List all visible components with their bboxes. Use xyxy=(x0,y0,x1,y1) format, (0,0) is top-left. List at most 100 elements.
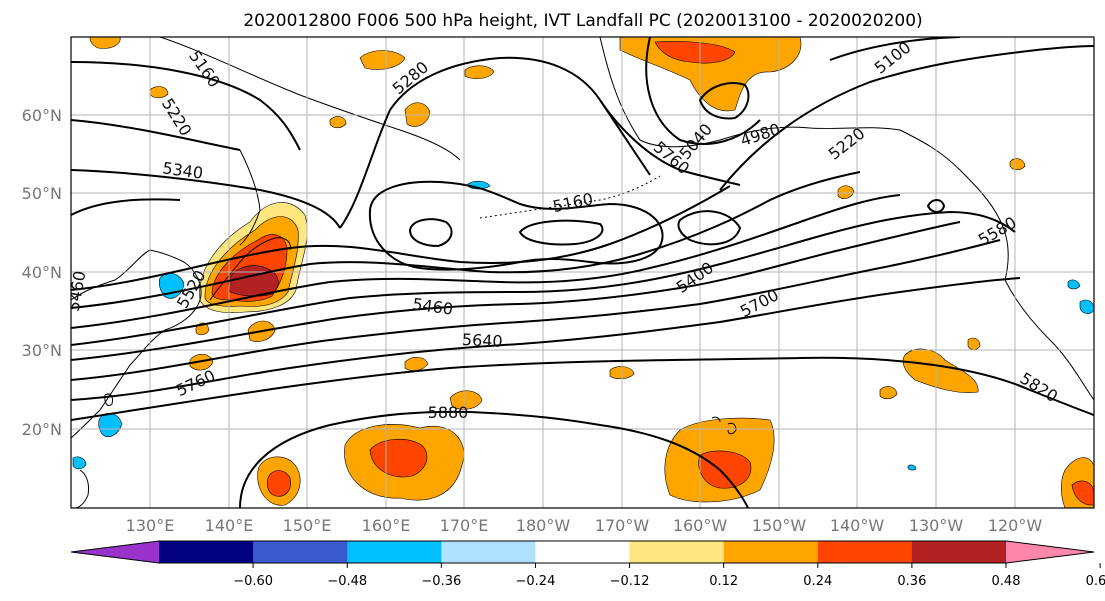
colorbar-tick-label: 0.12 xyxy=(709,574,738,589)
colorbar-segment xyxy=(723,541,819,563)
contour-5160-inner-2 xyxy=(518,219,604,246)
ivt-blob-bering xyxy=(359,50,406,70)
colorbar-segment xyxy=(253,541,348,563)
colorbar-tick-label: −0.36 xyxy=(421,574,461,589)
ivt-blob-subtrop-1-core xyxy=(369,438,428,478)
lon-label-120w: 120°W xyxy=(988,516,1043,535)
colorbar-extend-low xyxy=(71,541,159,563)
lat-label-20n: 20°N xyxy=(22,420,62,439)
lon-label-130w: 130°W xyxy=(909,516,964,535)
ivt-neg-cal-1 xyxy=(1067,279,1081,290)
ivt-blob-nw-1 xyxy=(89,37,121,49)
map-panel: 5160 5220 5340 5460 5280 5640 5760 5880 … xyxy=(71,37,1094,508)
clabel-5880: 5880 xyxy=(428,403,469,422)
ivt-blob-mid-4 xyxy=(837,185,855,199)
colorbar-tick-label: −0.24 xyxy=(516,574,556,589)
contour-5280 xyxy=(339,56,651,229)
coast-aleutians xyxy=(479,175,661,219)
ivt-blob-nw-2 xyxy=(149,86,169,99)
lat-label-40n: 40°N xyxy=(22,263,62,282)
lon-label-140w: 140°W xyxy=(830,516,885,535)
coast-philippines xyxy=(74,469,89,508)
colorbar-segment xyxy=(441,541,536,563)
figure-title: 2020012800 F006 500 hPa height, IVT Land… xyxy=(243,11,922,31)
colorbar-tick-label: 0.36 xyxy=(897,574,926,589)
ivt-neg-sw xyxy=(72,456,87,470)
ivt-blob-nw-3 xyxy=(329,116,347,129)
lon-label-130e: 130°E xyxy=(126,516,175,535)
contour-5760 xyxy=(71,277,1021,401)
contour-5160-loop xyxy=(368,180,664,271)
map-frame xyxy=(70,36,1095,509)
colorbar-segment xyxy=(817,541,913,563)
colorbar: −0.60 −0.48 −0.36 −0.24 −0.12 0.12 0.24 0.36 0.4… xyxy=(70,540,1105,589)
ivt-blob-mid-2 xyxy=(449,390,483,410)
contour-4980 xyxy=(698,82,750,120)
contour-5520 xyxy=(71,194,901,329)
contour-5820 xyxy=(71,356,1094,421)
ivt-blob-mid-1 xyxy=(404,357,429,371)
contour-5220 xyxy=(71,119,241,151)
contour-5400 xyxy=(71,185,731,291)
lon-label-160e: 160°E xyxy=(362,516,411,535)
colorbar-tick-label: 0.24 xyxy=(803,574,832,589)
coast-hawaii xyxy=(711,416,737,435)
height-contours xyxy=(71,37,1094,508)
coast-kamchatka xyxy=(239,149,261,246)
contour-5580 xyxy=(71,210,1016,346)
ivt-blob-hawaii-core xyxy=(698,450,752,489)
colorbar-tick-label: −0.60 xyxy=(233,574,273,589)
ivt-blob-subtrop-2-core xyxy=(266,470,291,497)
coast-taiwan xyxy=(104,393,113,407)
contour-5160-inner xyxy=(408,218,453,248)
contour-5700 xyxy=(71,239,1001,381)
ivt-blob-mid-5 xyxy=(879,386,898,400)
contour-5160-nw xyxy=(71,61,301,151)
latitude-labels: 60°N 50°N 40°N 30°N 20°N xyxy=(22,106,62,439)
lon-label-150w: 150°W xyxy=(752,516,807,535)
lat-label-30n: 30°N xyxy=(22,341,62,360)
ivt-blob-e-coast-2 xyxy=(967,337,981,351)
lon-label-170w: 170°W xyxy=(595,516,650,535)
colorbar-segment xyxy=(911,541,1007,563)
contour-5880 xyxy=(239,410,749,508)
ivt-blob-east-1 xyxy=(902,348,979,393)
contour-5040 xyxy=(645,37,761,145)
lon-label-160w: 160°W xyxy=(673,516,728,535)
colorbar-segment xyxy=(347,541,442,563)
contour-5760-north xyxy=(599,99,741,186)
contour-5220-east xyxy=(719,45,1094,191)
lat-label-50n: 50°N xyxy=(22,184,62,203)
lon-label-150e: 150°E xyxy=(283,516,332,535)
colorbar-tick-label: 0.60 xyxy=(1086,574,1105,589)
ivt-blob-nw-4 xyxy=(464,65,495,79)
lat-label-60n: 60°N xyxy=(22,106,62,125)
ivt-blob-alaska xyxy=(619,37,802,112)
contour-5640 xyxy=(71,221,961,361)
coast-alaska xyxy=(599,37,1094,401)
colorbar-segment xyxy=(159,541,254,563)
colorbar-segment xyxy=(535,541,631,563)
clabel-5640: 5640 xyxy=(461,330,503,351)
contour-5460 xyxy=(71,171,861,309)
contour-nw-2 xyxy=(71,198,181,216)
ivt-neg-small xyxy=(907,464,917,471)
lon-label-140e: 140°E xyxy=(205,516,254,535)
ivt-blob-east-2-core xyxy=(1071,480,1094,506)
ivt-shading-positive xyxy=(89,37,1094,508)
contour-east-loop xyxy=(926,199,946,213)
colorbar-segment xyxy=(629,541,725,563)
colorbar-outline xyxy=(70,540,1095,564)
coast-siberia xyxy=(159,37,461,161)
ivt-blob-alaska-core xyxy=(654,41,736,64)
colorbar-tick-label: −0.12 xyxy=(610,574,650,589)
contour-5340 xyxy=(71,169,341,229)
colorbar-tick-label: 0.48 xyxy=(992,574,1021,589)
lon-label-180w: 180°W xyxy=(516,516,571,535)
contour-high-east-1 xyxy=(677,210,742,246)
longitude-labels: 130°E 140°E 150°E 160°E 170°E 180°W 170°… xyxy=(126,516,1043,535)
lon-label-170e: 170°E xyxy=(440,516,489,535)
colorbar-extend-high xyxy=(1006,541,1094,563)
colorbar-tick-label: −0.48 xyxy=(327,574,367,589)
